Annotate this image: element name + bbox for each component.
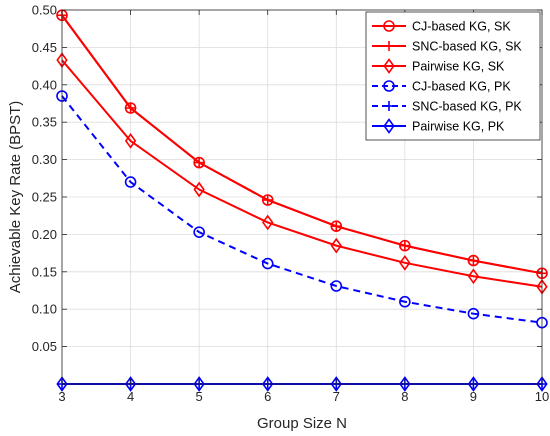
data-point <box>331 221 342 232</box>
legend-label: Pairwise KG, SK <box>412 60 505 74</box>
data-point <box>262 214 274 231</box>
data-point <box>262 376 274 392</box>
data-point <box>330 237 342 254</box>
x-tick-label: 5 <box>196 389 203 404</box>
x-tick-label: 6 <box>264 389 271 404</box>
x-tick-label: 10 <box>535 389 549 404</box>
data-point <box>124 133 137 149</box>
y-tick-label: 0.15 <box>32 264 57 279</box>
data-point <box>124 376 137 392</box>
series-line <box>61 59 543 288</box>
y-tick-label: 0.50 <box>32 3 57 18</box>
data-point <box>399 254 411 271</box>
y-tick-label: 0.45 <box>32 40 57 55</box>
legend-marker <box>384 41 394 51</box>
legend-marker <box>384 101 394 111</box>
y-tick-label: 0.40 <box>32 77 57 92</box>
legend-label: CJ-based KG, PK <box>412 80 511 94</box>
y-tick-label: 0.10 <box>32 302 57 317</box>
legend: CJ-based KG, SK SNC-based KG, SK Pairwise … <box>365 11 541 141</box>
legend-marker <box>383 58 395 74</box>
data-point <box>467 376 480 392</box>
legend-entry: CJ-based KG, SK <box>372 20 511 34</box>
y-tick-label: 0.25 <box>32 190 57 205</box>
legend-entry: SNC-based KG, PK <box>372 100 522 114</box>
data-point <box>330 376 342 392</box>
legend-marker <box>383 20 395 32</box>
legend-marker <box>383 118 395 134</box>
data-point <box>56 376 68 392</box>
axis-ticks: 3 4 5 6 7 8 9 10 0.05 0.10 0.15 0.20 0.25 0.30 0.35 0.4… <box>32 3 550 405</box>
data-point <box>125 102 136 113</box>
x-tick-label: 8 <box>401 389 408 404</box>
legend-label: CJ-based KG, SK <box>412 20 511 34</box>
data-point <box>399 376 411 392</box>
x-tick-label: 9 <box>470 389 477 404</box>
y-tick-label: 0.20 <box>32 227 57 242</box>
data-point <box>399 240 410 251</box>
legend-label: Pairwise KG, PK <box>412 120 505 134</box>
data-point <box>467 307 480 320</box>
data-point <box>261 257 274 270</box>
x-tick-label: 7 <box>333 389 340 404</box>
legend-label: SNC-based KG, PK <box>412 100 522 114</box>
data-point <box>193 181 205 198</box>
y-tick-label: 0.30 <box>32 152 57 167</box>
data-point <box>468 255 479 266</box>
data-point <box>194 157 205 168</box>
data-point <box>262 194 273 205</box>
legend-entry: Pairwise KG, PK <box>372 118 505 134</box>
legend-entry: Pairwise KG, SK <box>372 58 505 74</box>
legend-entry: SNC-based KG, SK <box>372 40 522 54</box>
x-axis-label: Group Size N <box>257 415 347 432</box>
data-point <box>330 280 343 292</box>
legend-entry: CJ-based KG, PK <box>372 80 511 94</box>
y-tick-label: 0.05 <box>32 339 57 354</box>
y-axis-label: Achievable Key Rate (BPST) <box>7 101 24 294</box>
data-point <box>193 376 205 392</box>
x-tick-label: 4 <box>127 389 134 404</box>
series-line <box>61 95 543 324</box>
data-point <box>193 226 205 238</box>
data-point <box>536 376 548 392</box>
y-tick-label: 0.35 <box>32 115 57 130</box>
legend-box <box>365 11 541 141</box>
legend-marker <box>383 80 395 92</box>
data-point <box>399 295 411 308</box>
data-point <box>124 176 137 188</box>
series-line <box>61 14 543 275</box>
legend-label: SNC-based KG, SK <box>412 40 522 54</box>
data-point <box>467 268 480 285</box>
x-tick-label: 3 <box>58 389 65 404</box>
